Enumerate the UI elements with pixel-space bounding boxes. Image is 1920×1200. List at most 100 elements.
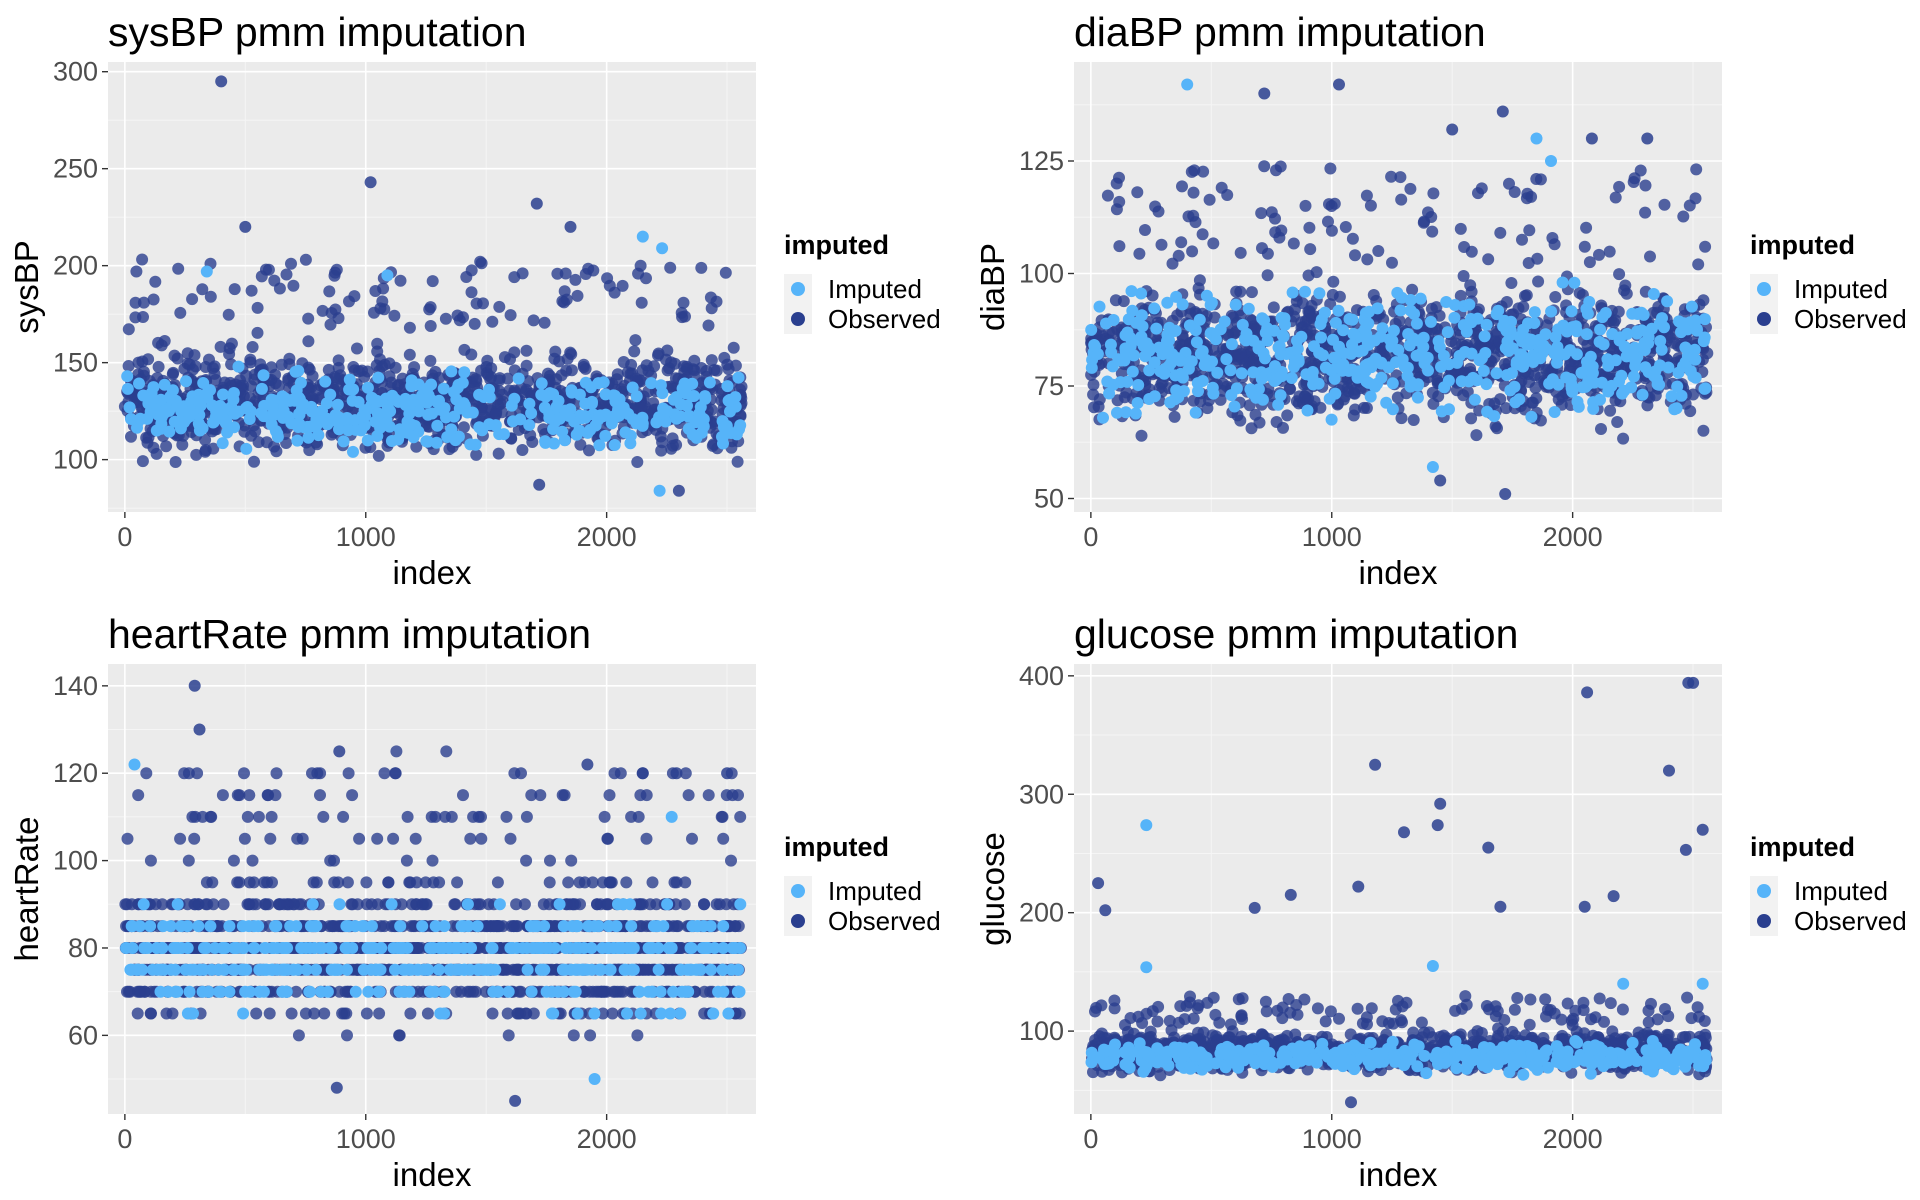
imputed-point [1586,367,1599,379]
imputed-point [1229,298,1242,311]
observed-point [702,789,715,802]
observed-point [387,832,400,845]
imputed-point [1568,276,1581,289]
observed-point [1087,378,1100,391]
imputed-point [359,410,371,423]
imputed-point [1337,324,1350,337]
imputed-point [1143,344,1156,357]
imputed-point [1274,389,1287,402]
imputed-point [653,484,666,497]
imputed-point [1426,461,1439,473]
imputed-point [1548,406,1561,418]
imputed-point [1502,344,1515,357]
imputed-point [1244,383,1257,396]
observed-point [577,361,590,373]
imputed-point [331,398,344,411]
observed-point [1580,221,1593,234]
imputed-point [1274,348,1287,361]
imputed-point [483,391,496,404]
observed-point [702,319,715,332]
imputed-point [385,435,398,447]
imputed-point [1206,381,1219,394]
imputed-point [371,394,383,407]
observed-point [121,985,133,998]
observed-point [1692,258,1705,271]
x-tick-label: 2000 [577,522,637,552]
imputed-point [1656,312,1668,325]
observed-point [1603,245,1616,258]
observed-point [562,876,575,889]
imputed-point [1490,367,1503,380]
imputed-point [523,397,536,410]
observed-point [1465,245,1478,258]
imputed-point [547,388,560,401]
observed-point [1457,389,1470,402]
imputed-point [1135,309,1148,322]
imputed-point [1119,342,1132,355]
imputed-point [386,389,399,402]
imputed-point [1629,354,1642,367]
y-axis-title: diaBP [974,243,1011,331]
observed-point [561,352,574,365]
observed-point [1303,221,1316,234]
observed-point [480,361,493,373]
imputed-point [1455,375,1468,388]
observed-point [1203,193,1216,206]
observed-point [655,444,668,457]
observed-point [1488,351,1501,364]
imputed-point [438,402,451,415]
observed-point [1641,132,1654,145]
observed-point [390,745,403,758]
observed-point [516,444,529,456]
imputed-point [1327,333,1339,346]
imputed-point [1135,287,1148,300]
imputed-point [1150,322,1163,335]
observed-point [1246,314,1258,327]
imputed-point [1313,287,1326,300]
observed-point [1258,87,1271,100]
observed-point [370,359,383,372]
imputed-point [1689,371,1702,384]
observed-point [1337,393,1350,406]
observed-point [364,176,377,189]
observed-point [218,376,231,389]
imputed-point [1584,350,1597,363]
imputed-point [489,419,502,432]
observed-point [188,898,201,911]
observed-point [1325,200,1338,212]
observed-point [260,263,272,276]
imputed-point [1527,356,1540,368]
imputed-point [1193,313,1206,326]
imputed-point [1543,377,1556,390]
observed-point [421,1007,434,1020]
observed-point [1113,240,1126,253]
observed-point [1093,393,1106,406]
observed-point [1427,187,1440,200]
observed-point [1628,172,1641,185]
observed-point [715,810,728,823]
imputed-point [1417,331,1430,344]
observed-point [371,345,384,358]
observed-point [378,920,391,933]
observed-point [620,876,633,889]
observed-point [410,440,423,453]
observed-point [132,789,145,802]
observed-point [603,789,616,802]
observed-point [130,265,143,278]
observed-point [426,854,439,867]
observed-point [465,286,478,299]
observed-point [614,767,627,780]
observed-point [341,876,354,889]
observed-point [174,832,187,845]
observed-point [132,356,145,369]
observed-point [493,300,506,313]
observed-point [186,293,199,306]
observed-point [266,876,278,889]
observed-point [719,266,732,279]
imputed-point [1364,390,1377,403]
observed-point [1347,409,1360,422]
observed-point [196,283,209,296]
observed-point [1193,274,1206,287]
observed-point [1299,199,1312,212]
observed-point [287,279,300,292]
